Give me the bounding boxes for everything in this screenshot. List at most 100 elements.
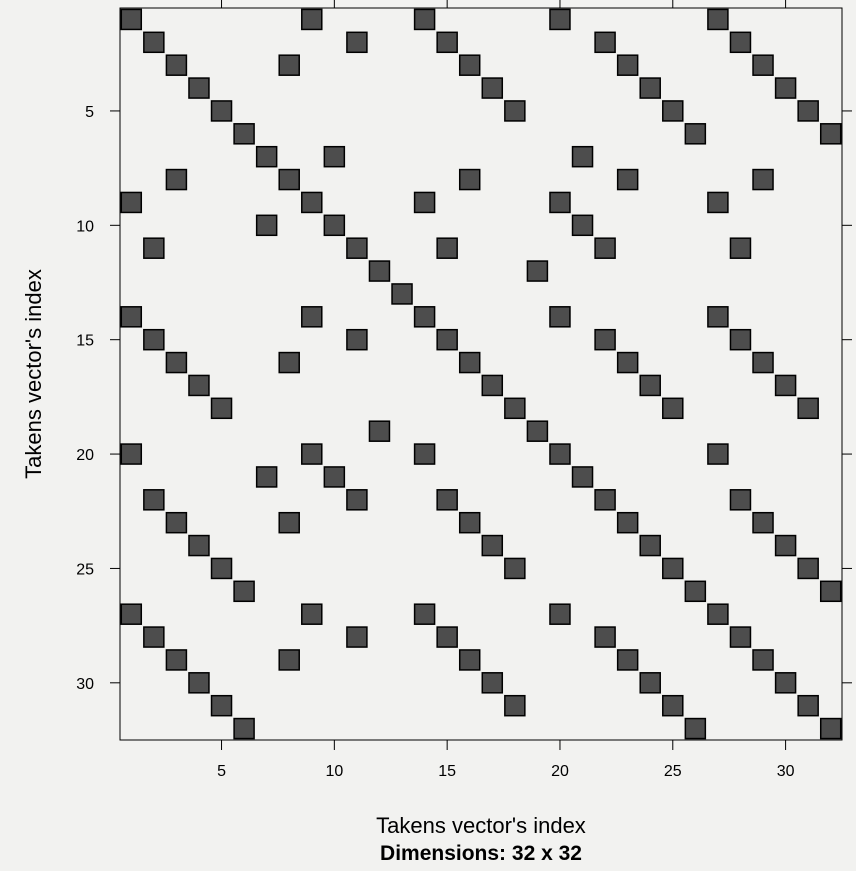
recurrence-cell: [549, 8, 571, 31]
recurrence-cell: [707, 8, 729, 31]
recurrence-cell: [752, 351, 774, 374]
x-tick-label: 20: [551, 763, 569, 780]
x-tick-label: 10: [325, 763, 343, 780]
recurrence-cell: [458, 649, 481, 671]
recurrence-cell: [255, 466, 278, 488]
recurrence-cell: [729, 237, 752, 259]
recurrence-cell: [188, 534, 210, 557]
recurrence-cell: [616, 511, 639, 534]
recurrence-cell: [368, 260, 391, 282]
recurrence-cell: [684, 123, 707, 145]
recurrence-cell: [413, 603, 436, 625]
recurrence-cell: [278, 511, 300, 534]
recurrence-cell: [143, 489, 165, 511]
recurrence-cell: [255, 214, 278, 237]
recurrence-cell: [188, 77, 210, 99]
recurrence-cell: [752, 168, 774, 191]
recurrence-cell: [323, 145, 346, 168]
x-axis-ticks: 5 10 15 20 25 30: [217, 740, 795, 780]
recurrence-cell: [662, 557, 684, 580]
recurrence-cell: [165, 351, 188, 374]
recurrence-cell: [797, 397, 819, 420]
recurrence-cell: [707, 306, 729, 328]
recurrence-cell: [278, 649, 300, 671]
recurrence-cell: [504, 100, 526, 122]
x-tick-label: 25: [664, 763, 682, 780]
recurrence-cell: [255, 145, 278, 168]
recurrence-cell: [120, 443, 143, 465]
recurrence-cell: [278, 351, 300, 374]
recurrence-cell: [594, 489, 616, 511]
recurrence-cell: [233, 580, 255, 603]
recurrence-cell: [301, 191, 323, 214]
recurrence-cell: [549, 603, 571, 625]
recurrence-cell: [797, 557, 819, 580]
recurrence-cell: [436, 328, 458, 351]
y-tick-label: 15: [76, 333, 94, 350]
y-axis-ticks: 5 10 15 20 25 30: [76, 104, 120, 693]
recurrence-cell: [391, 283, 413, 305]
recurrence-cell: [323, 466, 346, 488]
recurrence-cell: [301, 306, 323, 328]
recurrence-cell: [323, 214, 346, 237]
top-axis-ticks: [221, 0, 787, 8]
recurrence-cell: [752, 54, 774, 76]
recurrence-cell: [797, 694, 819, 717]
recurrence-cell: [729, 626, 752, 648]
recurrence-cell: [120, 306, 143, 328]
recurrence-cell: [458, 351, 481, 374]
recurrence-cell: [504, 694, 526, 717]
recurrence-cell: [684, 717, 707, 740]
y-axis-label: Takens vector's index: [21, 269, 46, 479]
recurrence-cell: [639, 534, 661, 557]
recurrence-cell: [594, 328, 616, 351]
recurrence-cell: [233, 717, 255, 740]
recurrence-cell: [526, 260, 549, 282]
recurrence-cell: [210, 557, 233, 580]
y-tick-label: 25: [76, 561, 94, 578]
recurrence-cell: [436, 237, 458, 259]
recurrence-cell: [301, 443, 323, 465]
recurrence-cell: [346, 328, 368, 351]
recurrence-cell: [684, 580, 707, 603]
y-tick-label: 5: [85, 104, 94, 121]
recurrence-cell: [639, 374, 661, 397]
recurrence-cell: [413, 191, 436, 214]
x-tick-label: 5: [217, 763, 226, 780]
recurrence-cell: [368, 420, 391, 442]
recurrence-cell: [774, 534, 797, 557]
recurrence-cell: [413, 306, 436, 328]
recurrence-cell: [504, 557, 526, 580]
recurrence-cell: [458, 511, 481, 534]
recurrence-cell: [120, 8, 143, 31]
recurrence-cell: [120, 603, 143, 625]
recurrence-cell: [120, 191, 143, 214]
recurrence-cell: [707, 443, 729, 465]
recurrence-cells: [120, 8, 842, 740]
recurrence-cell: [188, 374, 210, 397]
recurrence-cell: [210, 100, 233, 122]
recurrence-cell: [143, 237, 165, 259]
x-axis-label: Takens vector's index: [376, 813, 586, 838]
recurrence-cell: [571, 145, 594, 168]
recurrence-cell: [662, 397, 684, 420]
recurrence-cell: [752, 649, 774, 671]
recurrence-cell: [210, 694, 233, 717]
recurrence-cell: [594, 31, 616, 54]
recurrence-cell: [143, 626, 165, 648]
recurrence-cell: [278, 168, 300, 191]
recurrence-cell: [662, 100, 684, 122]
recurrence-cell: [662, 694, 684, 717]
recurrence-cell: [729, 31, 752, 54]
recurrence-cell: [752, 511, 774, 534]
recurrence-cell: [707, 191, 729, 214]
recurrence-cell: [165, 649, 188, 671]
recurrence-cell: [774, 77, 797, 99]
recurrence-cell: [233, 123, 255, 145]
recurrence-cell: [436, 626, 458, 648]
recurrence-cell: [729, 489, 752, 511]
recurrence-cell: [481, 374, 504, 397]
recurrence-cell: [436, 489, 458, 511]
recurrence-cell: [458, 168, 481, 191]
recurrence-cell: [165, 511, 188, 534]
